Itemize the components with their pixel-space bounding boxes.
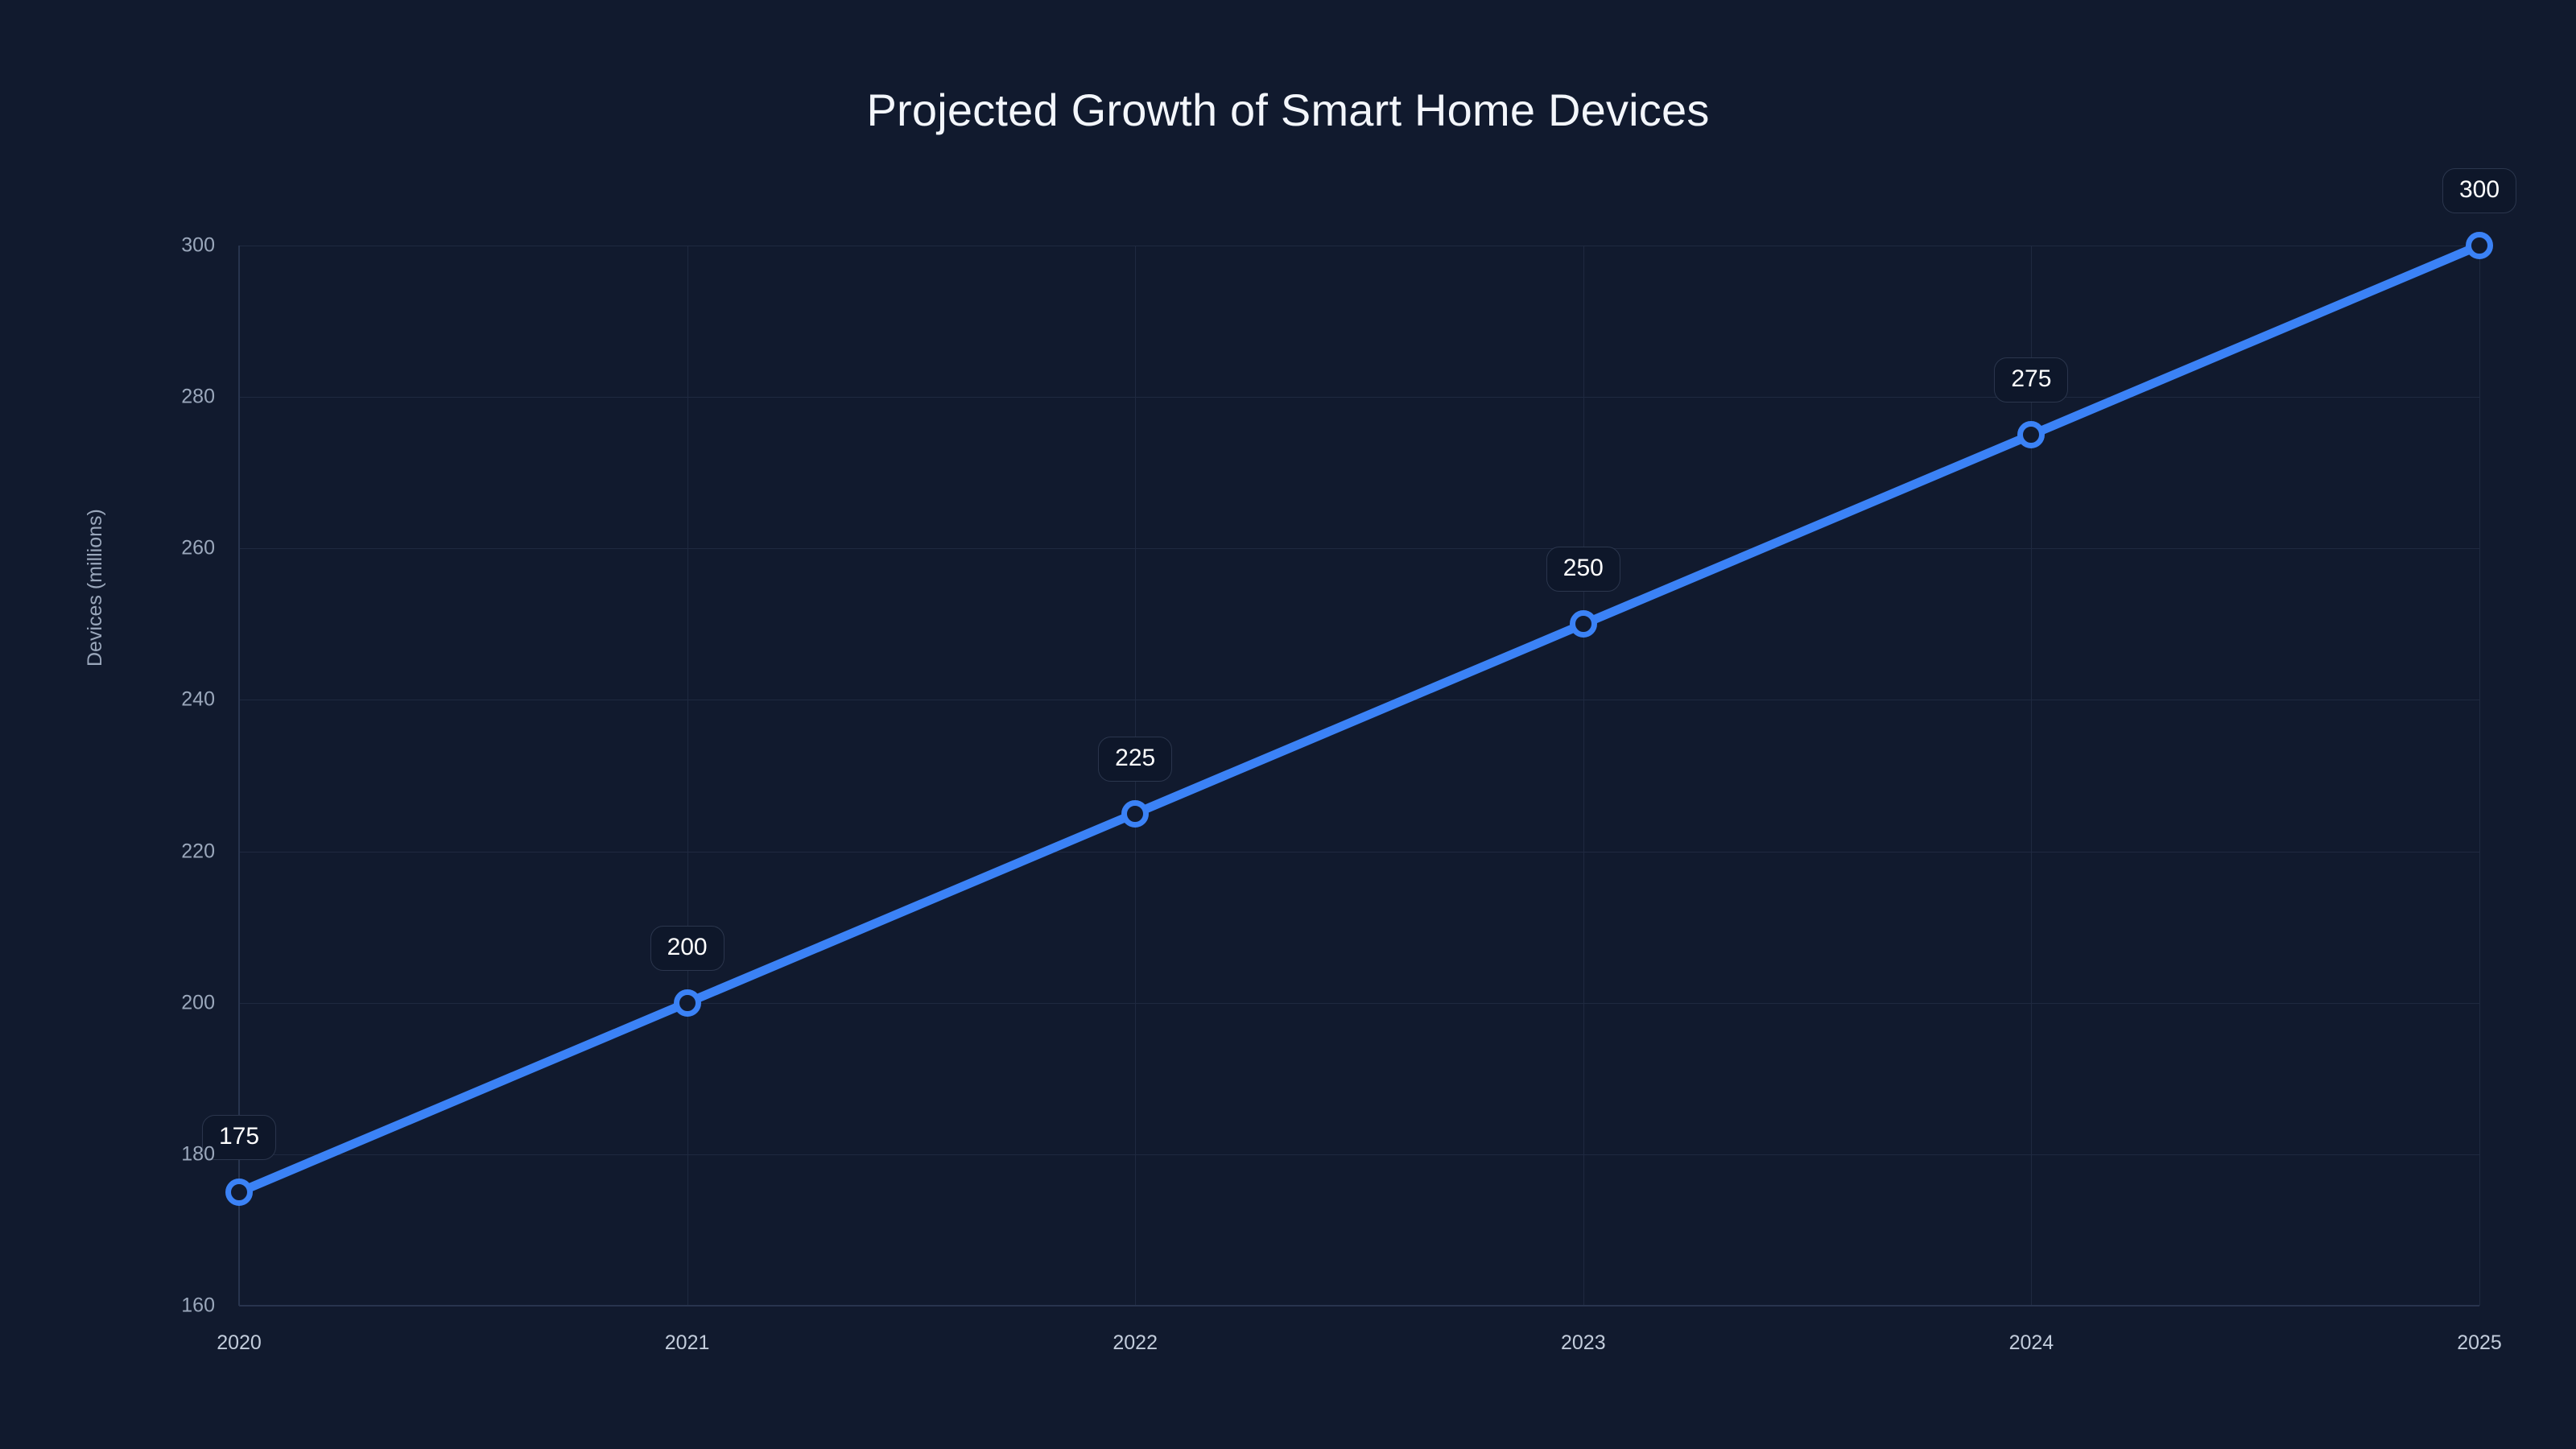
gridline-horizontal bbox=[239, 1154, 2479, 1155]
y-axis-tick-label: 300 bbox=[181, 233, 215, 257]
x-axis-tick-label: 2023 bbox=[1560, 1331, 1606, 1354]
data-label-badge: 300 bbox=[2442, 168, 2517, 213]
line-series bbox=[234, 241, 2484, 1197]
data-label-badge: 175 bbox=[201, 1114, 277, 1160]
x-axis-tick-label: 2020 bbox=[217, 1331, 262, 1354]
y-axis-tick-label: 180 bbox=[181, 1142, 215, 1166]
gridline-horizontal bbox=[239, 397, 2479, 398]
y-axis-line bbox=[238, 246, 240, 1306]
x-axis-tick-label: 2024 bbox=[2008, 1331, 2054, 1354]
gridline-horizontal bbox=[239, 548, 2479, 550]
y-axis-tick-label: 220 bbox=[181, 840, 215, 863]
x-axis-tick-label: 2022 bbox=[1113, 1331, 1158, 1354]
data-point-marker[interactable] bbox=[225, 1178, 253, 1206]
x-axis-tick-label: 2021 bbox=[664, 1331, 710, 1354]
y-axis-tick-label: 240 bbox=[181, 687, 215, 711]
gridline-vertical bbox=[687, 246, 688, 1306]
data-label-badge: 225 bbox=[1098, 736, 1173, 782]
series-line bbox=[234, 241, 2484, 1197]
data-point-marker[interactable] bbox=[2466, 232, 2493, 259]
gridline-horizontal bbox=[239, 1002, 2479, 1004]
y-axis-title: Devices (millions) bbox=[84, 509, 106, 667]
data-point-marker[interactable] bbox=[1569, 610, 1597, 638]
y-axis-tick-label: 160 bbox=[181, 1294, 215, 1317]
y-axis-tick-label: 200 bbox=[181, 991, 215, 1014]
x-axis-tick-label: 2025 bbox=[2457, 1331, 2502, 1354]
data-label-badge: 275 bbox=[1994, 357, 2069, 403]
y-axis-tick-label: 280 bbox=[181, 385, 215, 408]
data-point-marker[interactable] bbox=[673, 989, 701, 1017]
plot-area: 175 200 225 250 275 300 bbox=[201, 168, 2517, 1307]
data-point-marker[interactable] bbox=[1121, 799, 1150, 828]
x-axis-line bbox=[239, 1305, 2479, 1307]
chart-title: Projected Growth of Smart Home Devices bbox=[866, 85, 1710, 135]
data-point-marker[interactable] bbox=[2017, 421, 2046, 449]
data-label-badge: 200 bbox=[650, 925, 724, 971]
data-label-badge: 250 bbox=[1546, 547, 1620, 592]
gridline-vertical bbox=[1583, 246, 1584, 1306]
gridline-vertical bbox=[2031, 246, 2033, 1306]
y-axis-tick-label: 260 bbox=[181, 536, 215, 559]
gridline-vertical bbox=[2479, 246, 2480, 1306]
